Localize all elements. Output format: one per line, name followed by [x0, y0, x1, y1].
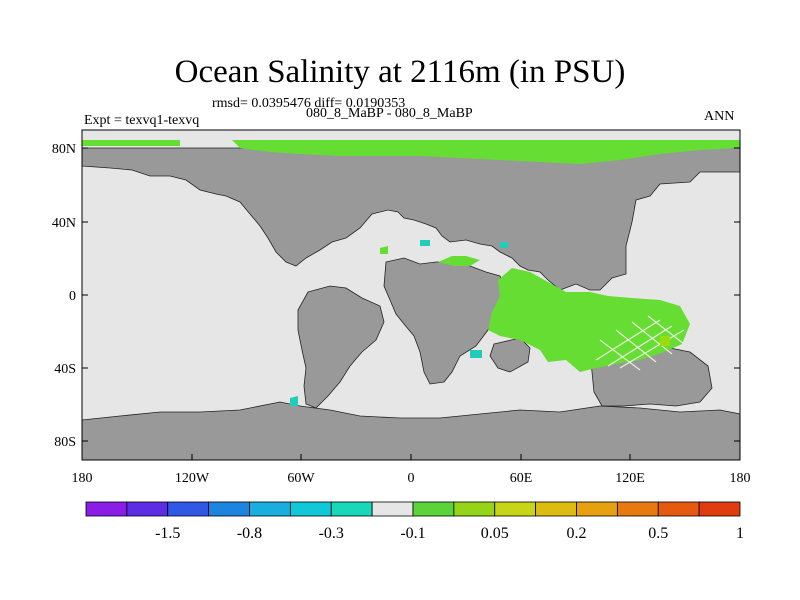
lon-label: 60W — [287, 471, 315, 486]
colorbar-swatch — [535, 501, 577, 517]
colorbar-swatch — [616, 501, 659, 517]
longitude-axis — [81, 454, 741, 460]
colorbar-swatch — [494, 501, 537, 517]
mediterranean-anomaly — [438, 256, 480, 266]
colorbar-swatch — [453, 501, 496, 517]
lon-label: 120E — [615, 471, 645, 486]
lon-label: 60E — [510, 471, 533, 486]
map-title: Ocean Salinity at 2116m (in PSU) — [174, 54, 626, 90]
case-label: 080_8_MaBP - 080_8_MaBP — [306, 106, 473, 121]
colorbar-swatch — [576, 501, 618, 517]
colorbar-swatch — [698, 501, 741, 517]
lat-label: 80S — [54, 435, 76, 450]
colorbar-swatch — [85, 501, 128, 517]
colorbar-label: 0.2 — [567, 525, 587, 542]
colorbar-swatch — [126, 501, 169, 517]
lon-label: 180 — [730, 471, 751, 486]
colorbar-swatch — [412, 501, 455, 517]
negative-anomaly-spot — [470, 350, 482, 358]
lat-label: 80N — [52, 142, 76, 157]
colorbar-swatch — [167, 501, 210, 517]
colorbar-label: 0.5 — [648, 525, 668, 542]
colorbar-swatch — [371, 501, 414, 517]
atlantic-anomaly-speck — [380, 246, 388, 254]
colorbar-swatch — [208, 501, 250, 517]
south-america-landmass — [297, 285, 385, 409]
landmasses — [81, 147, 741, 461]
lat-label: 40N — [52, 216, 76, 231]
season-label: ANN — [704, 109, 735, 124]
colorbar-label: -0.1 — [400, 525, 425, 542]
negative-anomaly-spot — [500, 242, 508, 248]
latitude-labels: 80N 40N 0 40S 80S — [52, 142, 76, 450]
lat-label: 40S — [54, 362, 76, 377]
colorbar-label: 1 — [736, 525, 744, 542]
longitude-labels: 180 120W 60W 0 60E 120E 180 — [72, 471, 751, 486]
lon-label: 0 — [408, 471, 415, 486]
high-anomaly-spot — [660, 336, 670, 346]
colorbar-labels: -1.5-0.8-0.3-0.10.050.20.512 — [155, 525, 744, 542]
latitude-axis — [82, 147, 740, 442]
northern-landmass — [81, 147, 741, 291]
colorbar-swatch — [330, 501, 373, 517]
lat-label: 0 — [69, 289, 76, 304]
arctic-anomaly — [232, 140, 740, 164]
indian-ocean-hatching — [595, 315, 685, 371]
colorbar-label: 0.05 — [481, 525, 509, 542]
colorbar-label: -1.5 — [155, 525, 180, 542]
negative-anomaly-spot — [420, 240, 430, 246]
colorbar-swatch — [657, 501, 700, 517]
negative-anomaly-spots — [290, 240, 508, 406]
experiment-label: Expt = texvq1-texvq — [84, 113, 200, 128]
stats-line: rmsd= 0.0395476 diff= 0.0190353 — [212, 96, 406, 111]
colorbar-swatch — [249, 501, 291, 517]
high-anomaly-spots — [660, 336, 670, 346]
colorbar-swatch — [289, 501, 332, 517]
negative-anomaly-spot — [290, 396, 298, 406]
antarctica-landmass — [81, 401, 741, 461]
colorbar-swatches — [85, 501, 741, 517]
colorbar-label: -0.8 — [237, 525, 262, 542]
arctic-anomaly-west — [82, 140, 180, 146]
lon-label: 180 — [72, 471, 93, 486]
colorbar-label: -0.3 — [319, 525, 344, 542]
lon-label: 120W — [175, 471, 210, 486]
